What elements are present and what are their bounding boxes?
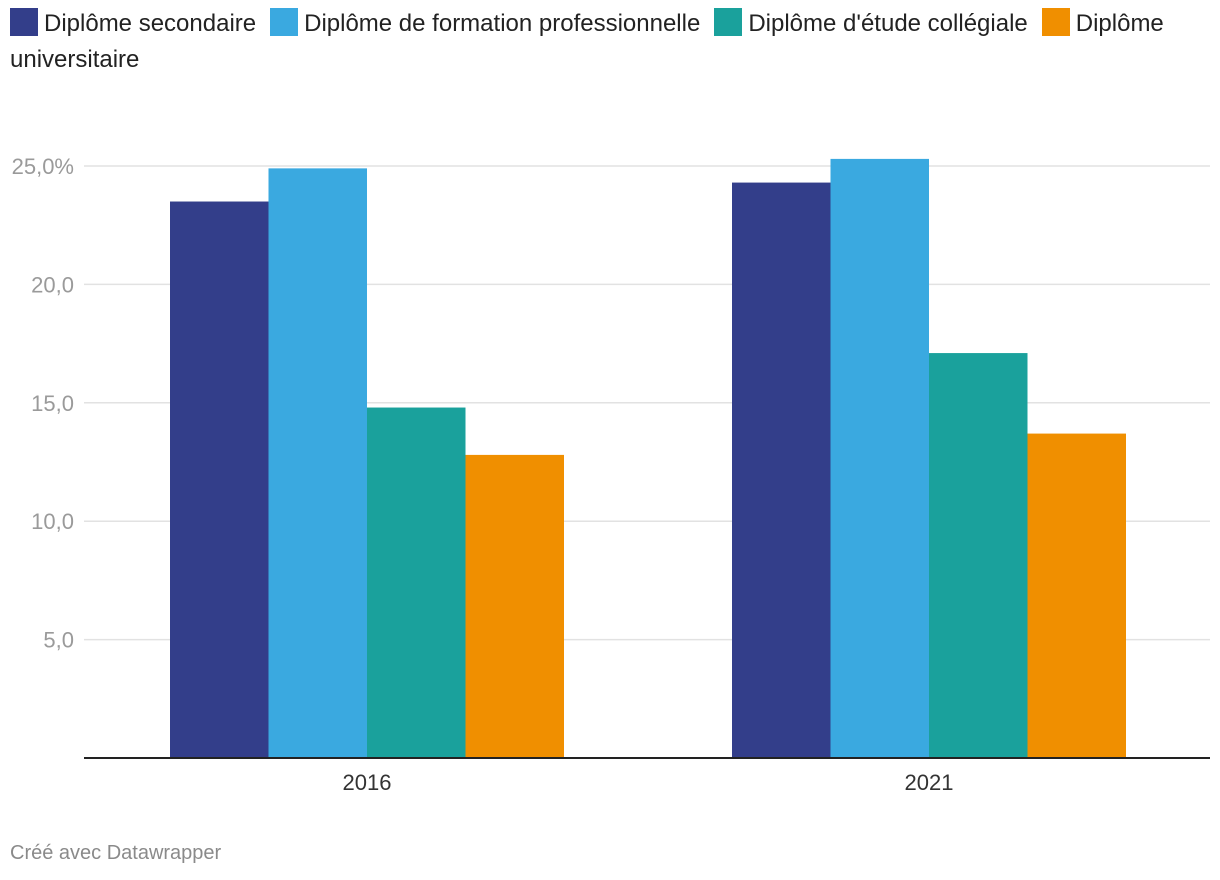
bar (732, 182, 831, 759)
y-tick-label: 5,0 (43, 628, 74, 653)
bar (929, 353, 1028, 758)
bar (367, 407, 466, 758)
legend-swatch (1041, 8, 1070, 36)
y-tick-label: 25,0% (12, 154, 74, 179)
legend-swatch (714, 8, 743, 36)
bar (170, 201, 269, 758)
legend-label: Diplôme universitaire (10, 10, 1164, 73)
legend-label: Diplôme secondaire (44, 10, 257, 37)
legend-item: Diplôme d'étude collégiale (714, 8, 1028, 37)
legend-item: Diplôme universitaire (10, 8, 1164, 73)
credit-footer: Créé avec Datawrapper (10, 842, 222, 864)
legend-label: Diplôme de formation professionnelle (304, 10, 701, 37)
bar (1027, 433, 1126, 758)
bar (465, 454, 564, 758)
y-tick-label: 10,0 (31, 509, 74, 534)
x-tick-label: 2016 (343, 770, 392, 795)
bar (830, 158, 929, 758)
y-tick-label: 15,0 (31, 391, 74, 416)
legend-item: Diplôme secondaire (10, 8, 257, 37)
legend-swatch (10, 8, 38, 36)
y-tick-label: 20,0 (31, 272, 74, 297)
chart-legend: Diplôme secondaire Diplôme de formation p… (10, 6, 1210, 78)
legend-label: Diplôme d'étude collégiale (748, 10, 1028, 37)
x-tick-label: 2021 (905, 770, 954, 795)
bar (268, 168, 367, 759)
legend-swatch (270, 8, 299, 36)
legend-item: Diplôme de formation professionnelle (270, 8, 701, 37)
